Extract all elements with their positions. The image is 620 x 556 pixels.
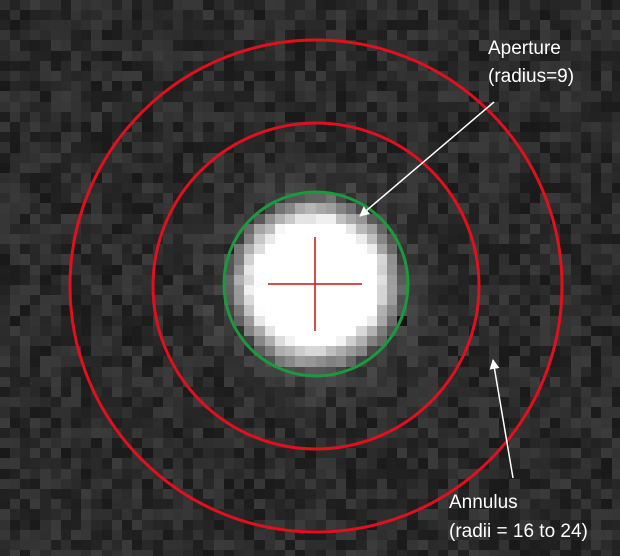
annulus-inner-ring bbox=[151, 121, 481, 451]
aperture-label-title: Aperture bbox=[488, 38, 561, 59]
annulus-arrow bbox=[489, 359, 514, 479]
annulus-outer-ring bbox=[68, 38, 564, 534]
aperture-label-detail: (radius=9) bbox=[488, 66, 574, 87]
aperture-arrow bbox=[359, 101, 495, 217]
annulus-label-detail: (radii = 16 to 24) bbox=[449, 521, 588, 542]
aperture-ring bbox=[222, 190, 410, 378]
annulus-label-title: Annulus bbox=[449, 492, 518, 513]
